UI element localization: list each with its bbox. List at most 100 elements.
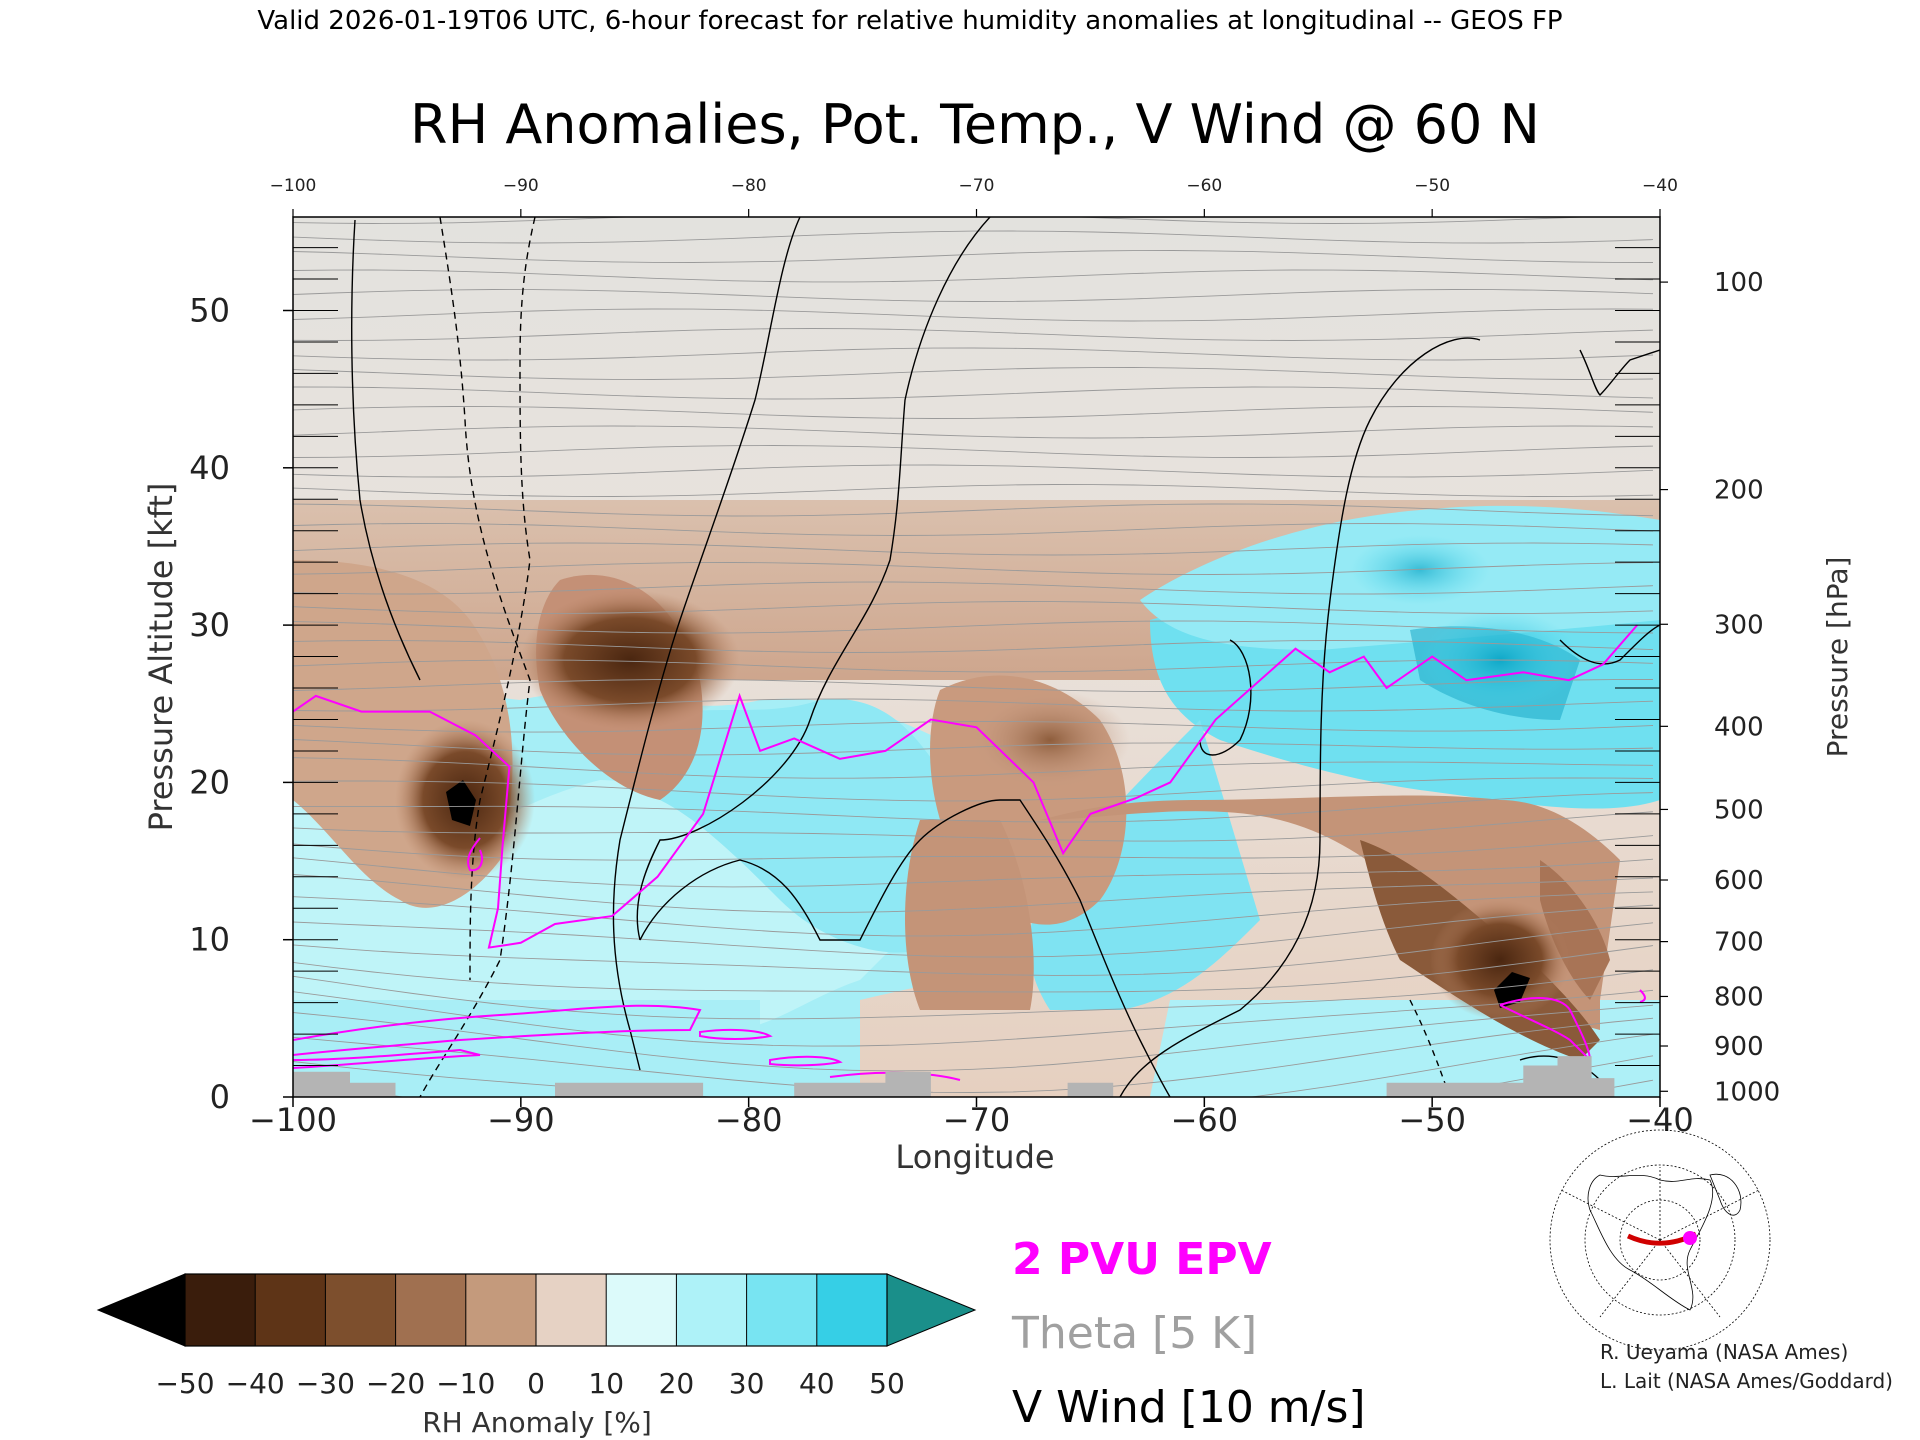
y-axis-left: 0 10 20 30 40 50	[189, 247, 338, 1116]
theta-contours	[293, 217, 1654, 1097]
colorbar-label: RH Anomaly [%]	[422, 1406, 652, 1439]
v-wind-contours	[351, 217, 1660, 1097]
x-top-tick-label: −70	[959, 176, 995, 196]
theta-contour	[293, 721, 1654, 733]
theta-contour	[293, 503, 1654, 517]
colorbar-tick-label: 10	[588, 1367, 624, 1400]
colorbar-segment	[816, 1274, 887, 1346]
colorbar-segment	[606, 1274, 677, 1346]
y2-tick-label: 700	[1714, 928, 1764, 958]
theta-contour	[293, 217, 1595, 224]
x-axis-top: −100 −90 −80 −70 −60 −50 −40	[270, 176, 1678, 217]
y-tick-label: 20	[189, 763, 230, 801]
y2-tick-label: 600	[1714, 866, 1764, 896]
theta-contour	[293, 640, 1654, 653]
colorbar-segment	[185, 1274, 256, 1346]
theta-contour	[293, 945, 1654, 993]
colorbar-tick-label: −20	[366, 1367, 425, 1400]
legend-theta: Theta [5 K]	[1011, 1308, 1257, 1359]
colorbar-tick-label: 20	[659, 1367, 695, 1400]
colorbar-tick-label: −50	[155, 1367, 214, 1400]
theta-contour	[293, 230, 1654, 244]
theta-contour	[293, 969, 1654, 1020]
y-tick-label: 30	[189, 606, 230, 644]
x-tick-label: −60	[1171, 1101, 1239, 1139]
colorbar-segment	[325, 1274, 396, 1346]
theta-contour	[293, 406, 1654, 419]
x-tick-label: −70	[943, 1101, 1011, 1139]
colorbar-segment	[536, 1274, 607, 1346]
locator-map	[1549, 1129, 1771, 1351]
theta-contour	[293, 679, 1654, 692]
y-axis-right-pressure: 1000 900 800 700 600 500 400 300 200 100	[1615, 247, 1780, 1107]
theta-contour	[293, 989, 1654, 1047]
theta-contour	[293, 811, 1654, 842]
theta-contour	[293, 792, 1654, 823]
credit-line-1: R. Ueyama (NASA Ames)	[1600, 1340, 1848, 1364]
terrain	[293, 1056, 1660, 1097]
colorbar-tick-label: −30	[296, 1367, 355, 1400]
legend-epv: 2 PVU EPV	[1012, 1234, 1272, 1285]
theta-contour	[293, 386, 1654, 400]
y2-tick-label: 900	[1714, 1032, 1764, 1062]
x-top-tick-label: −100	[270, 176, 317, 196]
theta-contour	[293, 835, 1654, 861]
y2-axis-label: Pressure [hPa]	[1821, 557, 1854, 758]
theta-contour	[293, 445, 1654, 458]
theta-contour	[293, 1004, 1654, 1072]
colorbar-over	[886, 1273, 977, 1347]
colorbar-segment	[676, 1274, 747, 1346]
x-tick-label: −90	[487, 1101, 555, 1139]
x-axis-label: Longitude	[895, 1138, 1054, 1176]
colorbar-segment	[746, 1274, 817, 1346]
x-axis-bottom: −100 −90 −80 −70 −60 −50 −40	[249, 1097, 1694, 1139]
theta-contour	[293, 698, 1654, 712]
theta-contour	[293, 857, 1654, 888]
x-top-tick-label: −50	[1414, 176, 1450, 196]
y2-tick-label: 500	[1714, 795, 1764, 825]
top-title: Valid 2026-01-19T06 UTC, 6-hour forecast…	[257, 6, 1562, 36]
y-tick-label: 50	[189, 292, 230, 330]
theta-contour	[293, 874, 1654, 913]
theta-contour	[293, 542, 1654, 556]
theta-contour	[293, 601, 1654, 614]
x-tick-label: −40	[1626, 1101, 1694, 1139]
colorbar-tick-label: 40	[799, 1367, 835, 1400]
theta-contour	[293, 562, 1654, 575]
colorbar-segment	[465, 1274, 536, 1346]
colorbar-tick-label: 30	[729, 1367, 765, 1400]
y2-tick-label: 300	[1714, 610, 1764, 640]
y2-tick-label: 200	[1714, 476, 1764, 506]
y-tick-label: 10	[189, 921, 230, 959]
colorbar-under	[96, 1273, 186, 1347]
y2-tick-label: 400	[1714, 712, 1764, 742]
theta-contour	[293, 739, 1654, 756]
colorbar: −50 −40 −30 −20 −10 0 10 20 30 40 50	[96, 1273, 977, 1400]
credit-line-2: L. Lait (NASA Ames/Goddard)	[1600, 1369, 1893, 1393]
colorbar-tick-label: 0	[527, 1367, 545, 1400]
theta-contour	[293, 250, 1654, 263]
theta-contour	[293, 289, 1654, 302]
theta-contour	[293, 523, 1654, 536]
epv-main-contour	[293, 624, 1638, 949]
theta-contour	[293, 464, 1654, 478]
colorbar-tick-label: 50	[869, 1367, 905, 1400]
y2-tick-label: 100	[1714, 268, 1764, 298]
y2-tick-label: 1000	[1714, 1077, 1780, 1107]
theta-contour	[293, 425, 1654, 439]
y-axis-label: Pressure Altitude [kft]	[142, 483, 180, 832]
theta-contour	[293, 484, 1654, 497]
x-top-tick-label: −80	[731, 176, 767, 196]
theta-contour	[293, 308, 1654, 322]
main-title: RH Anomalies, Pot. Temp., V Wind @ 60 N	[410, 93, 1540, 156]
y-tick-label: 0	[210, 1078, 230, 1116]
theta-contour	[293, 891, 1654, 937]
theta-contour	[293, 1017, 1654, 1093]
legend-vwind: V Wind [10 m/s]	[1012, 1382, 1366, 1433]
colorbar-segment	[255, 1274, 326, 1346]
x-tick-label: −80	[715, 1101, 783, 1139]
x-tick-label: −100	[249, 1101, 337, 1139]
y2-tick-label: 800	[1714, 982, 1764, 1012]
colorbar-tick-label: −10	[436, 1367, 495, 1400]
theta-contour	[293, 269, 1654, 283]
